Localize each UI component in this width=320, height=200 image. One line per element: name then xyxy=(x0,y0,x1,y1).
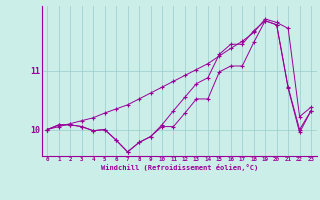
X-axis label: Windchill (Refroidissement éolien,°C): Windchill (Refroidissement éolien,°C) xyxy=(100,164,258,171)
